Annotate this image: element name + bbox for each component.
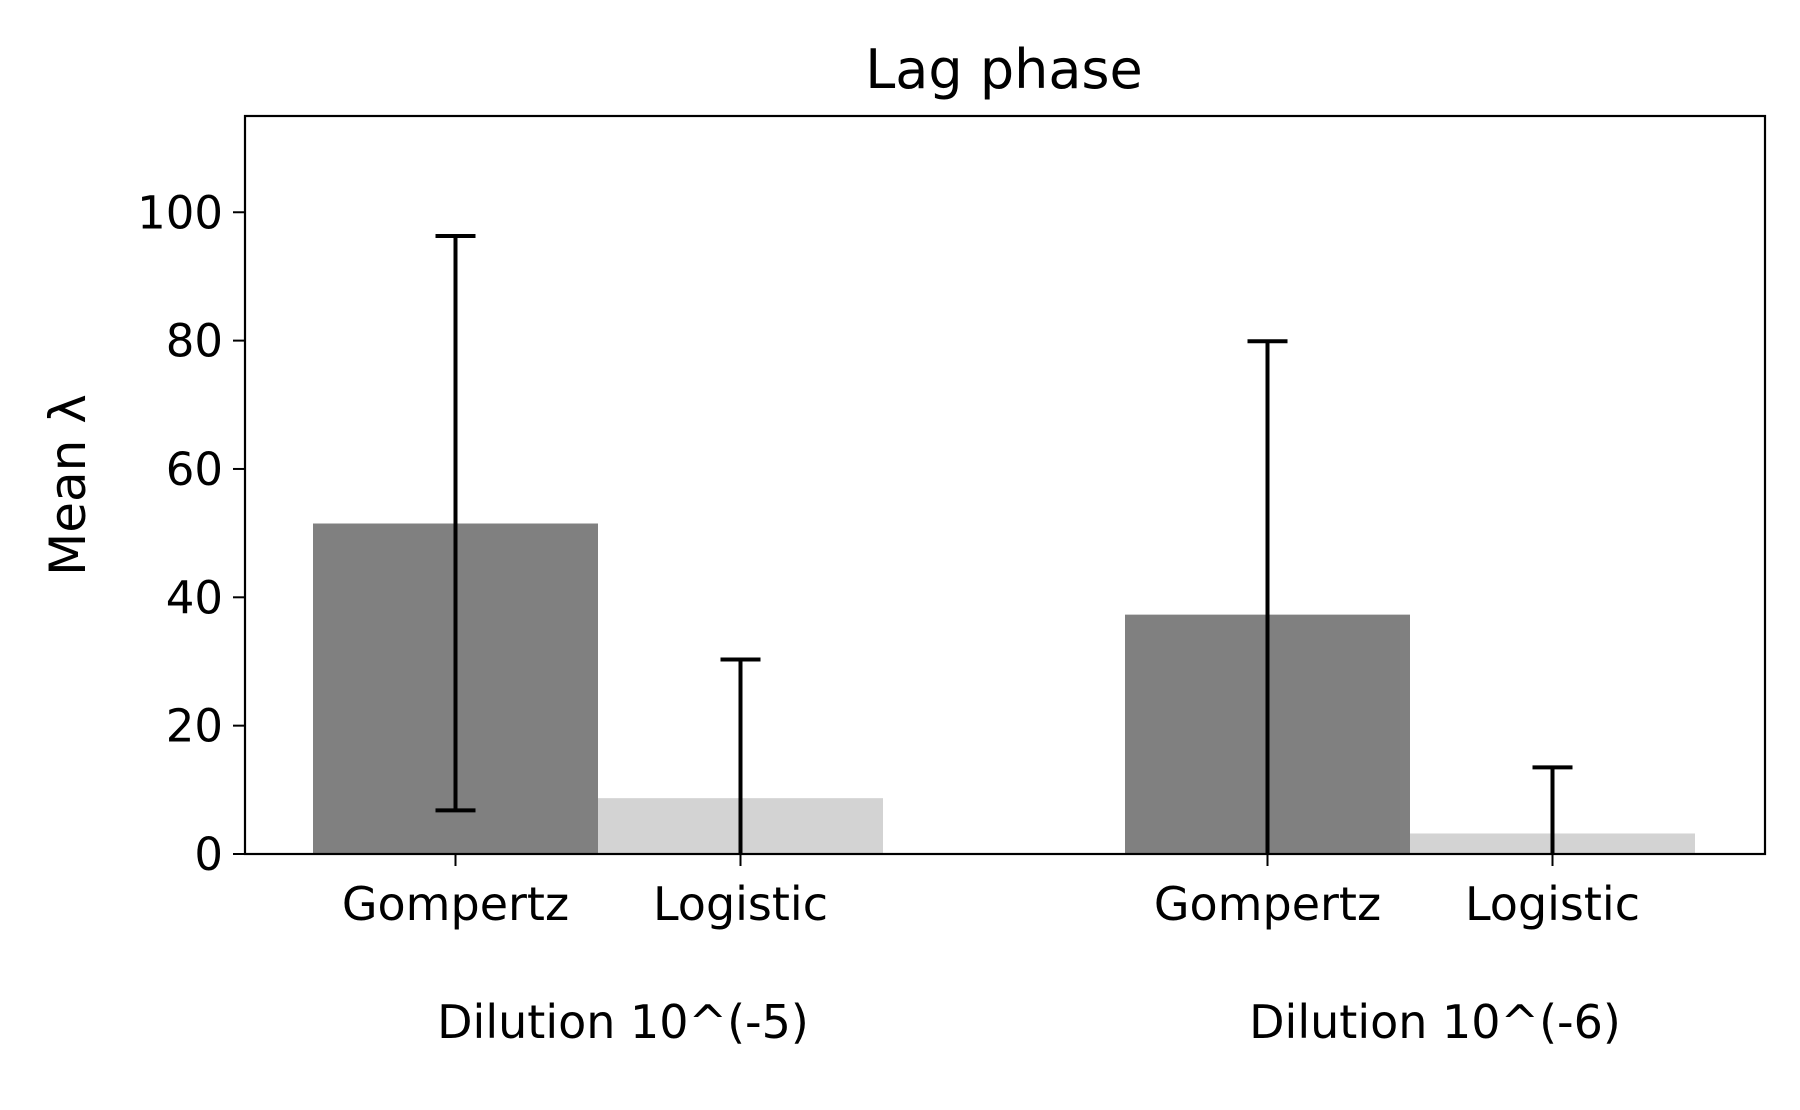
x-tick-label: Gompertz <box>1154 877 1381 931</box>
plot-area: 0 20 40 60 80 100 Gompertz Logistic Dilution 10^… <box>137 186 1695 1049</box>
group-label: Dilution 10^(-5) <box>437 995 809 1049</box>
group-label: Dilution 10^(-6) <box>1249 995 1621 1049</box>
y-tick-label: 0 <box>194 828 223 881</box>
y-axis-title: Mean λ <box>39 394 97 576</box>
y-tick-label: 40 <box>166 571 223 624</box>
y-tick-label: 60 <box>166 443 223 496</box>
plot-frame <box>243 114 1767 856</box>
x-tick-label: Logistic <box>653 877 828 931</box>
x-tick-label: Gompertz <box>342 877 569 931</box>
x-tick-label: Logistic <box>1465 877 1640 931</box>
y-tick-label: 20 <box>166 700 223 753</box>
chart-title: Lag phase <box>865 38 1143 101</box>
y-tick-label: 80 <box>166 315 223 368</box>
y-tick-label: 100 <box>137 186 223 239</box>
